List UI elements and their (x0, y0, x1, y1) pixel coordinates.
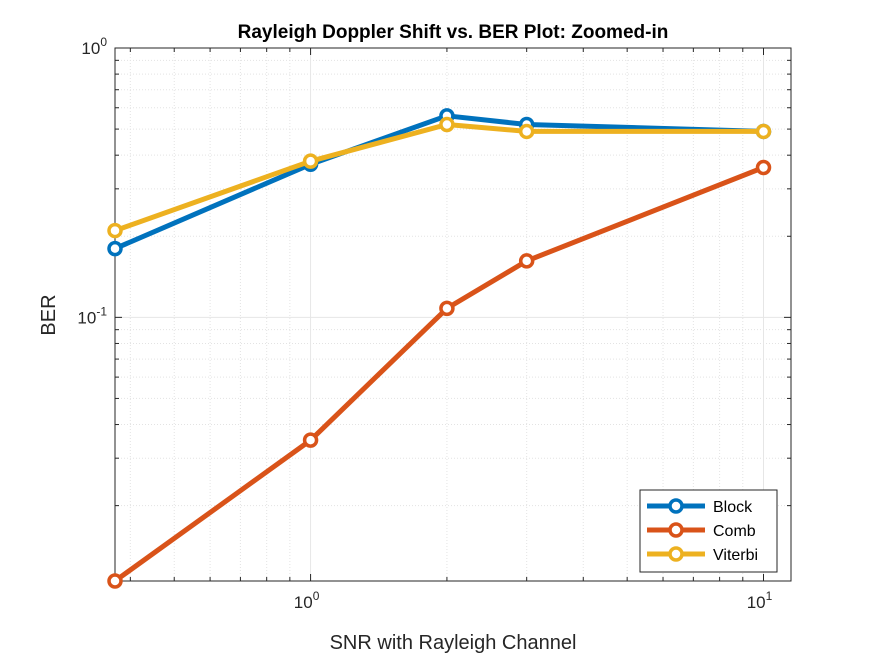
x-tick-label: 101 (747, 589, 773, 612)
data-point-comb (439, 300, 455, 317)
y-tick-label: 100 (81, 35, 107, 58)
data-point-comb (107, 573, 123, 589)
y-axis-label: BER (38, 294, 60, 335)
data-point-comb (518, 253, 535, 269)
legend-label-comb: Comb (713, 523, 756, 540)
chart-title: Rayleigh Doppler Shift vs. BER Plot: Zoo… (238, 22, 669, 43)
data-point-block (107, 240, 123, 257)
legend: Block Comb Viterbi (639, 489, 778, 573)
tick-marks (115, 47, 791, 581)
legend-label-block: Block (713, 499, 753, 516)
x-tick-label: 100 (294, 589, 320, 612)
legend-marker-block (668, 498, 684, 514)
y-tick-label: 10-1 (77, 304, 107, 327)
legend-marker-comb (668, 522, 684, 538)
data-point-viterbi (107, 222, 123, 239)
axes-box (114, 47, 792, 582)
data-point-comb (302, 432, 319, 448)
data-point-viterbi (439, 116, 455, 133)
data-point-viterbi (755, 123, 772, 140)
data-point-viterbi (302, 153, 319, 169)
legend-label-viterbi: Viterbi (713, 547, 758, 564)
series-group (107, 108, 772, 589)
tick-labels: 100 101 100 10-1 (77, 35, 772, 612)
legend-marker-viterbi (668, 546, 684, 562)
data-point-viterbi (518, 123, 535, 140)
data-point-comb (755, 159, 772, 176)
x-axis-label: SNR with Rayleigh Channel (330, 632, 577, 654)
